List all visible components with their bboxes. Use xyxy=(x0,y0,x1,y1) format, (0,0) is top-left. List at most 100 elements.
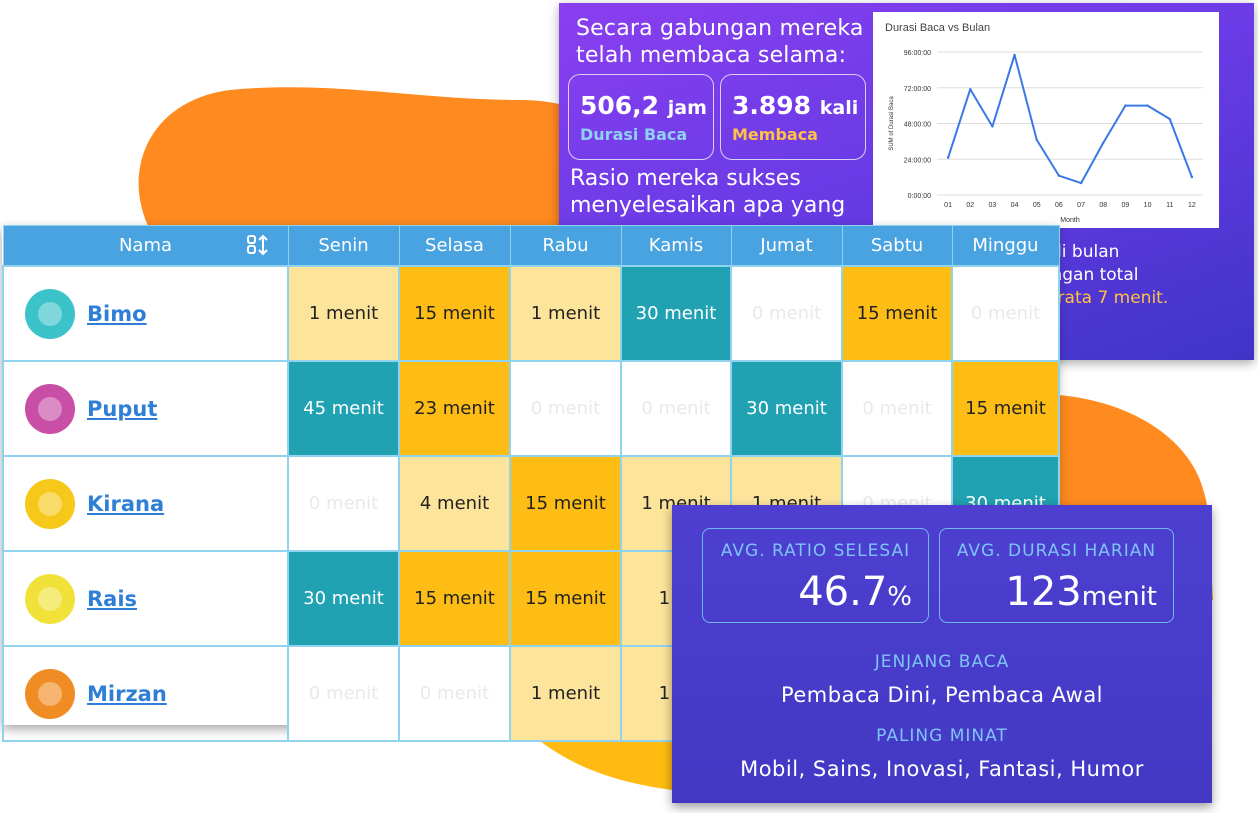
header-sabtu: Sabtu xyxy=(841,225,953,267)
duration-cell: 15 menit xyxy=(398,265,511,362)
duration-cell: 15 menit xyxy=(841,265,953,362)
summary-tail: di bulan engan total a-rata 7 menit. xyxy=(1041,242,1169,308)
duration-cell: 15 menit xyxy=(398,550,511,647)
rasio-text: Rasio mereka sukses menyelesaikan apa ya… xyxy=(570,166,846,218)
name-cell: Mirzan xyxy=(2,645,289,742)
minat-label: PALING MINAT xyxy=(876,726,1008,746)
duration-cell: 0 menit xyxy=(509,360,622,457)
data-point xyxy=(991,125,994,128)
durasi-stat-box: 506,2 jam Durasi Baca xyxy=(568,74,714,160)
name-cell: Puput xyxy=(2,360,289,457)
duration-cell: 1 menit xyxy=(287,265,400,362)
student-name-link[interactable]: Puput xyxy=(87,396,158,421)
durasi-stat-label: Durasi Baca xyxy=(580,125,688,144)
durasi-line-chart: Durasi Baca vs Bulan 0:00:00 24:00:00 48:0… xyxy=(873,12,1219,228)
name-cell: Rais xyxy=(2,550,289,647)
duration-cell: 0 menit xyxy=(730,265,843,362)
y-tick-label: 48:00:00 xyxy=(904,122,931,129)
header-selasa: Selasa xyxy=(398,225,511,267)
data-point xyxy=(1079,181,1083,185)
x-tick-label: 04 xyxy=(1011,202,1019,209)
avg-ratio-label: AVG. RATIO SELESAI xyxy=(720,541,911,561)
duration-cell: 15 menit xyxy=(951,360,1060,457)
sort-icon[interactable] xyxy=(246,234,270,256)
duration-cell: 0 menit xyxy=(287,645,400,742)
membaca-stat-value: 3.898 kali xyxy=(732,91,859,120)
data-point xyxy=(1168,117,1171,121)
table-row: Puput 45 menit 23 menit 0 menit 0 menit 30 me… xyxy=(2,360,1060,457)
membaca-stat-box: 3.898 kali Membaca xyxy=(720,74,866,160)
name-cell: Kirana xyxy=(2,455,289,552)
data-point xyxy=(1035,138,1038,142)
chart-svg: 0:00:00 24:00:00 48:00:00 72:00:00 96:00:00 0… xyxy=(889,50,1203,224)
avg-ratio-card: AVG. RATIO SELESAI 46.7% xyxy=(702,528,929,623)
jenjang-label: JENJANG BACA xyxy=(874,652,1010,672)
header-rabu: Rabu xyxy=(509,225,622,267)
x-tick-label: 08 xyxy=(1099,202,1107,209)
duration-cell: 0 menit xyxy=(951,265,1060,362)
duration-cell: 1 menit xyxy=(509,265,622,362)
kpi-panel: AVG. RATIO SELESAI 46.7% AVG. DURASI HAR… xyxy=(672,505,1212,803)
data-point xyxy=(1057,174,1061,177)
header-senin: Senin xyxy=(287,225,400,267)
student-name-link[interactable]: Mirzan xyxy=(87,681,167,706)
avg-durasi-value: 123menit xyxy=(1005,569,1157,615)
y-tick-label: 72:00:00 xyxy=(904,86,931,93)
duration-cell: 0 menit xyxy=(398,645,511,742)
y-axis-label: SUM of Durasi Baca xyxy=(889,96,895,151)
series-line xyxy=(947,53,1193,185)
x-tick-label: 02 xyxy=(966,202,974,209)
x-tick-label: 12 xyxy=(1188,202,1196,209)
student-name-link[interactable]: Rais xyxy=(87,586,138,611)
data-point xyxy=(1013,53,1016,57)
avg-durasi-label: AVG. DURASI HARIAN xyxy=(956,541,1157,561)
durasi-stat-value: 506,2 jam xyxy=(580,91,707,120)
duration-cell: 45 menit xyxy=(287,360,400,457)
membaca-stat-label: Membaca xyxy=(732,125,818,144)
header-minggu: Minggu xyxy=(951,225,1060,267)
x-tick-label: 05 xyxy=(1033,202,1041,209)
table-row: Bimo 1 menit 15 menit 1 menit 30 menit 0 meni… xyxy=(2,265,1060,362)
data-point xyxy=(1102,141,1105,145)
avg-durasi-card: AVG. DURASI HARIAN 123menit xyxy=(939,528,1174,623)
x-tick-label: 11 xyxy=(1166,202,1173,209)
duration-cell: 1 menit xyxy=(509,645,622,742)
avatar xyxy=(25,478,75,529)
x-tick-label: 06 xyxy=(1055,202,1063,209)
duration-cell: 4 menit xyxy=(398,455,511,552)
duration-cell: 0 menit xyxy=(287,455,400,552)
header-nama[interactable]: Nama xyxy=(2,225,289,267)
data-point xyxy=(946,156,950,159)
avatar xyxy=(25,383,75,434)
minat-value: Mobil, Sains, Inovasi, Fantasi, Humor xyxy=(740,757,1144,781)
data-point xyxy=(969,88,972,91)
duration-cell: 30 menit xyxy=(730,360,843,457)
x-tick-label: 01 xyxy=(944,202,952,209)
x-tick-label: 07 xyxy=(1077,202,1085,209)
y-tick-label: 0:00:00 xyxy=(908,193,931,200)
name-cell: Bimo xyxy=(2,265,289,362)
y-tick-label: 24:00:00 xyxy=(904,157,931,164)
student-name-link[interactable]: Bimo xyxy=(87,301,147,326)
duration-cell: 0 menit xyxy=(841,360,953,457)
data-point xyxy=(1190,175,1194,179)
avatar xyxy=(25,668,75,719)
jenjang-value: Pembaca Dini, Pembaca Awal xyxy=(780,683,1104,707)
student-name-link[interactable]: Kirana xyxy=(87,491,165,516)
table-header-row: Nama Senin Selasa Rabu Kamis Jumat Sabtu… xyxy=(2,225,1060,267)
data-point xyxy=(1146,104,1149,107)
x-tick-label: 09 xyxy=(1122,202,1130,209)
duration-cell: 30 menit xyxy=(287,550,400,647)
duration-cell: 15 menit xyxy=(509,550,622,647)
y-tick-label: 96:00:00 xyxy=(904,50,931,57)
duration-cell: 0 menit xyxy=(620,360,732,457)
summary-intro: Secara gabungan mereka telah membaca sel… xyxy=(576,16,864,68)
header-jumat: Jumat xyxy=(730,225,843,267)
x-tick-label: 03 xyxy=(989,202,997,209)
duration-cell: 30 menit xyxy=(620,265,732,362)
x-tick-label: 10 xyxy=(1144,202,1152,209)
avatar xyxy=(25,288,75,339)
duration-cell: 23 menit xyxy=(398,360,511,457)
header-kamis: Kamis xyxy=(620,225,732,267)
data-point xyxy=(1124,104,1127,107)
